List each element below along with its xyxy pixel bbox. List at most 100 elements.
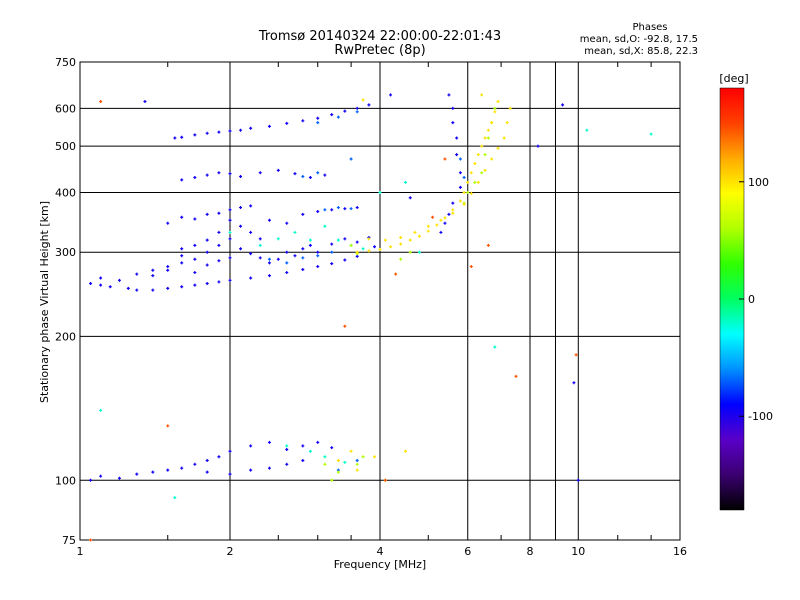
data-point bbox=[458, 171, 462, 175]
colorbar-ticks: 100 0 -100 bbox=[739, 176, 773, 423]
data-point bbox=[249, 204, 253, 208]
data-point bbox=[135, 272, 139, 276]
y-tick-label: 300 bbox=[55, 246, 76, 259]
data-point bbox=[316, 116, 320, 120]
data-point bbox=[502, 136, 506, 140]
data-point bbox=[451, 211, 455, 215]
data-point bbox=[367, 103, 371, 107]
data-point bbox=[367, 237, 371, 241]
data-point bbox=[323, 224, 327, 228]
data-point bbox=[301, 247, 305, 251]
data-point bbox=[193, 257, 197, 261]
data-point bbox=[443, 221, 447, 225]
data-point bbox=[349, 157, 353, 161]
data-point bbox=[361, 455, 365, 459]
data-point bbox=[408, 250, 412, 254]
data-point bbox=[301, 444, 305, 448]
colorbar-tick-label: -100 bbox=[748, 410, 773, 423]
data-point bbox=[276, 257, 280, 261]
y-tick-label: 600 bbox=[55, 102, 76, 115]
data-point bbox=[308, 175, 312, 179]
data-point bbox=[285, 444, 289, 448]
data-point bbox=[490, 121, 494, 125]
phases-line-x: mean, sd,X: 85.8, 22.3 bbox=[584, 46, 698, 57]
data-point bbox=[486, 128, 490, 132]
data-point bbox=[649, 132, 653, 136]
data-point bbox=[151, 470, 155, 474]
chart-title: Tromsø 20140324 22:00:00-22:01:43 bbox=[258, 29, 501, 44]
data-point bbox=[267, 440, 271, 444]
data-point bbox=[293, 254, 297, 258]
data-point bbox=[417, 250, 421, 254]
data-point bbox=[217, 280, 221, 284]
data-point bbox=[399, 236, 403, 240]
data-point bbox=[431, 215, 435, 219]
data-point bbox=[483, 153, 487, 157]
data-point bbox=[323, 462, 327, 466]
data-point bbox=[330, 242, 334, 246]
data-point bbox=[151, 268, 155, 272]
data-point bbox=[205, 131, 209, 135]
data-point bbox=[166, 286, 170, 290]
data-point bbox=[469, 171, 473, 175]
data-point bbox=[166, 265, 170, 269]
data-point bbox=[193, 243, 197, 247]
data-point bbox=[99, 474, 103, 478]
data-point bbox=[151, 274, 155, 278]
data-point bbox=[439, 218, 443, 222]
data-point bbox=[135, 288, 139, 292]
data-point bbox=[490, 157, 494, 161]
data-point bbox=[343, 109, 347, 113]
data-point bbox=[205, 470, 209, 474]
data-point bbox=[336, 206, 340, 210]
data-point bbox=[466, 180, 470, 184]
data-point bbox=[458, 199, 462, 203]
data-point bbox=[536, 144, 540, 148]
data-point bbox=[349, 207, 353, 211]
data-point bbox=[462, 175, 466, 179]
data-point bbox=[180, 261, 184, 265]
data-point bbox=[435, 223, 439, 227]
data-point bbox=[439, 230, 443, 234]
data-point bbox=[355, 240, 359, 244]
phases-line-o: mean, sd,O: -92.8, 17.5 bbox=[580, 34, 698, 45]
data-point bbox=[336, 458, 340, 462]
data-point bbox=[355, 206, 359, 210]
x-tick-label: 1 bbox=[77, 545, 84, 558]
data-point bbox=[267, 274, 271, 278]
data-point bbox=[447, 93, 451, 97]
data-point bbox=[473, 161, 477, 165]
data-point bbox=[316, 440, 320, 444]
data-point bbox=[408, 196, 412, 200]
data-point bbox=[373, 455, 377, 459]
data-point bbox=[285, 447, 289, 451]
data-point bbox=[408, 238, 412, 242]
data-point bbox=[205, 282, 209, 286]
data-point bbox=[443, 216, 447, 220]
data-point bbox=[180, 285, 184, 289]
data-point bbox=[383, 238, 387, 242]
y-tick-label: 750 bbox=[55, 56, 76, 69]
data-point bbox=[394, 272, 398, 276]
x-tick-label: 8 bbox=[527, 545, 534, 558]
chart-subtitle: RwPretec (8p) bbox=[334, 43, 425, 58]
colorbar-label: [deg] bbox=[719, 72, 748, 85]
data-point bbox=[285, 221, 289, 225]
data-point bbox=[239, 175, 243, 179]
data-point bbox=[330, 208, 334, 212]
data-point bbox=[426, 229, 430, 233]
data-point bbox=[166, 268, 170, 272]
data-point bbox=[585, 128, 589, 132]
data-point bbox=[293, 172, 297, 176]
y-tick-label: 400 bbox=[55, 186, 76, 199]
data-point bbox=[355, 106, 359, 110]
data-point bbox=[117, 476, 121, 480]
data-point bbox=[316, 254, 320, 258]
data-point bbox=[367, 249, 371, 253]
data-point bbox=[228, 278, 232, 282]
data-point bbox=[316, 121, 320, 125]
data-point bbox=[426, 224, 430, 228]
data-point bbox=[180, 215, 184, 219]
x-tick-label: 4 bbox=[377, 545, 384, 558]
data-point bbox=[239, 206, 243, 210]
